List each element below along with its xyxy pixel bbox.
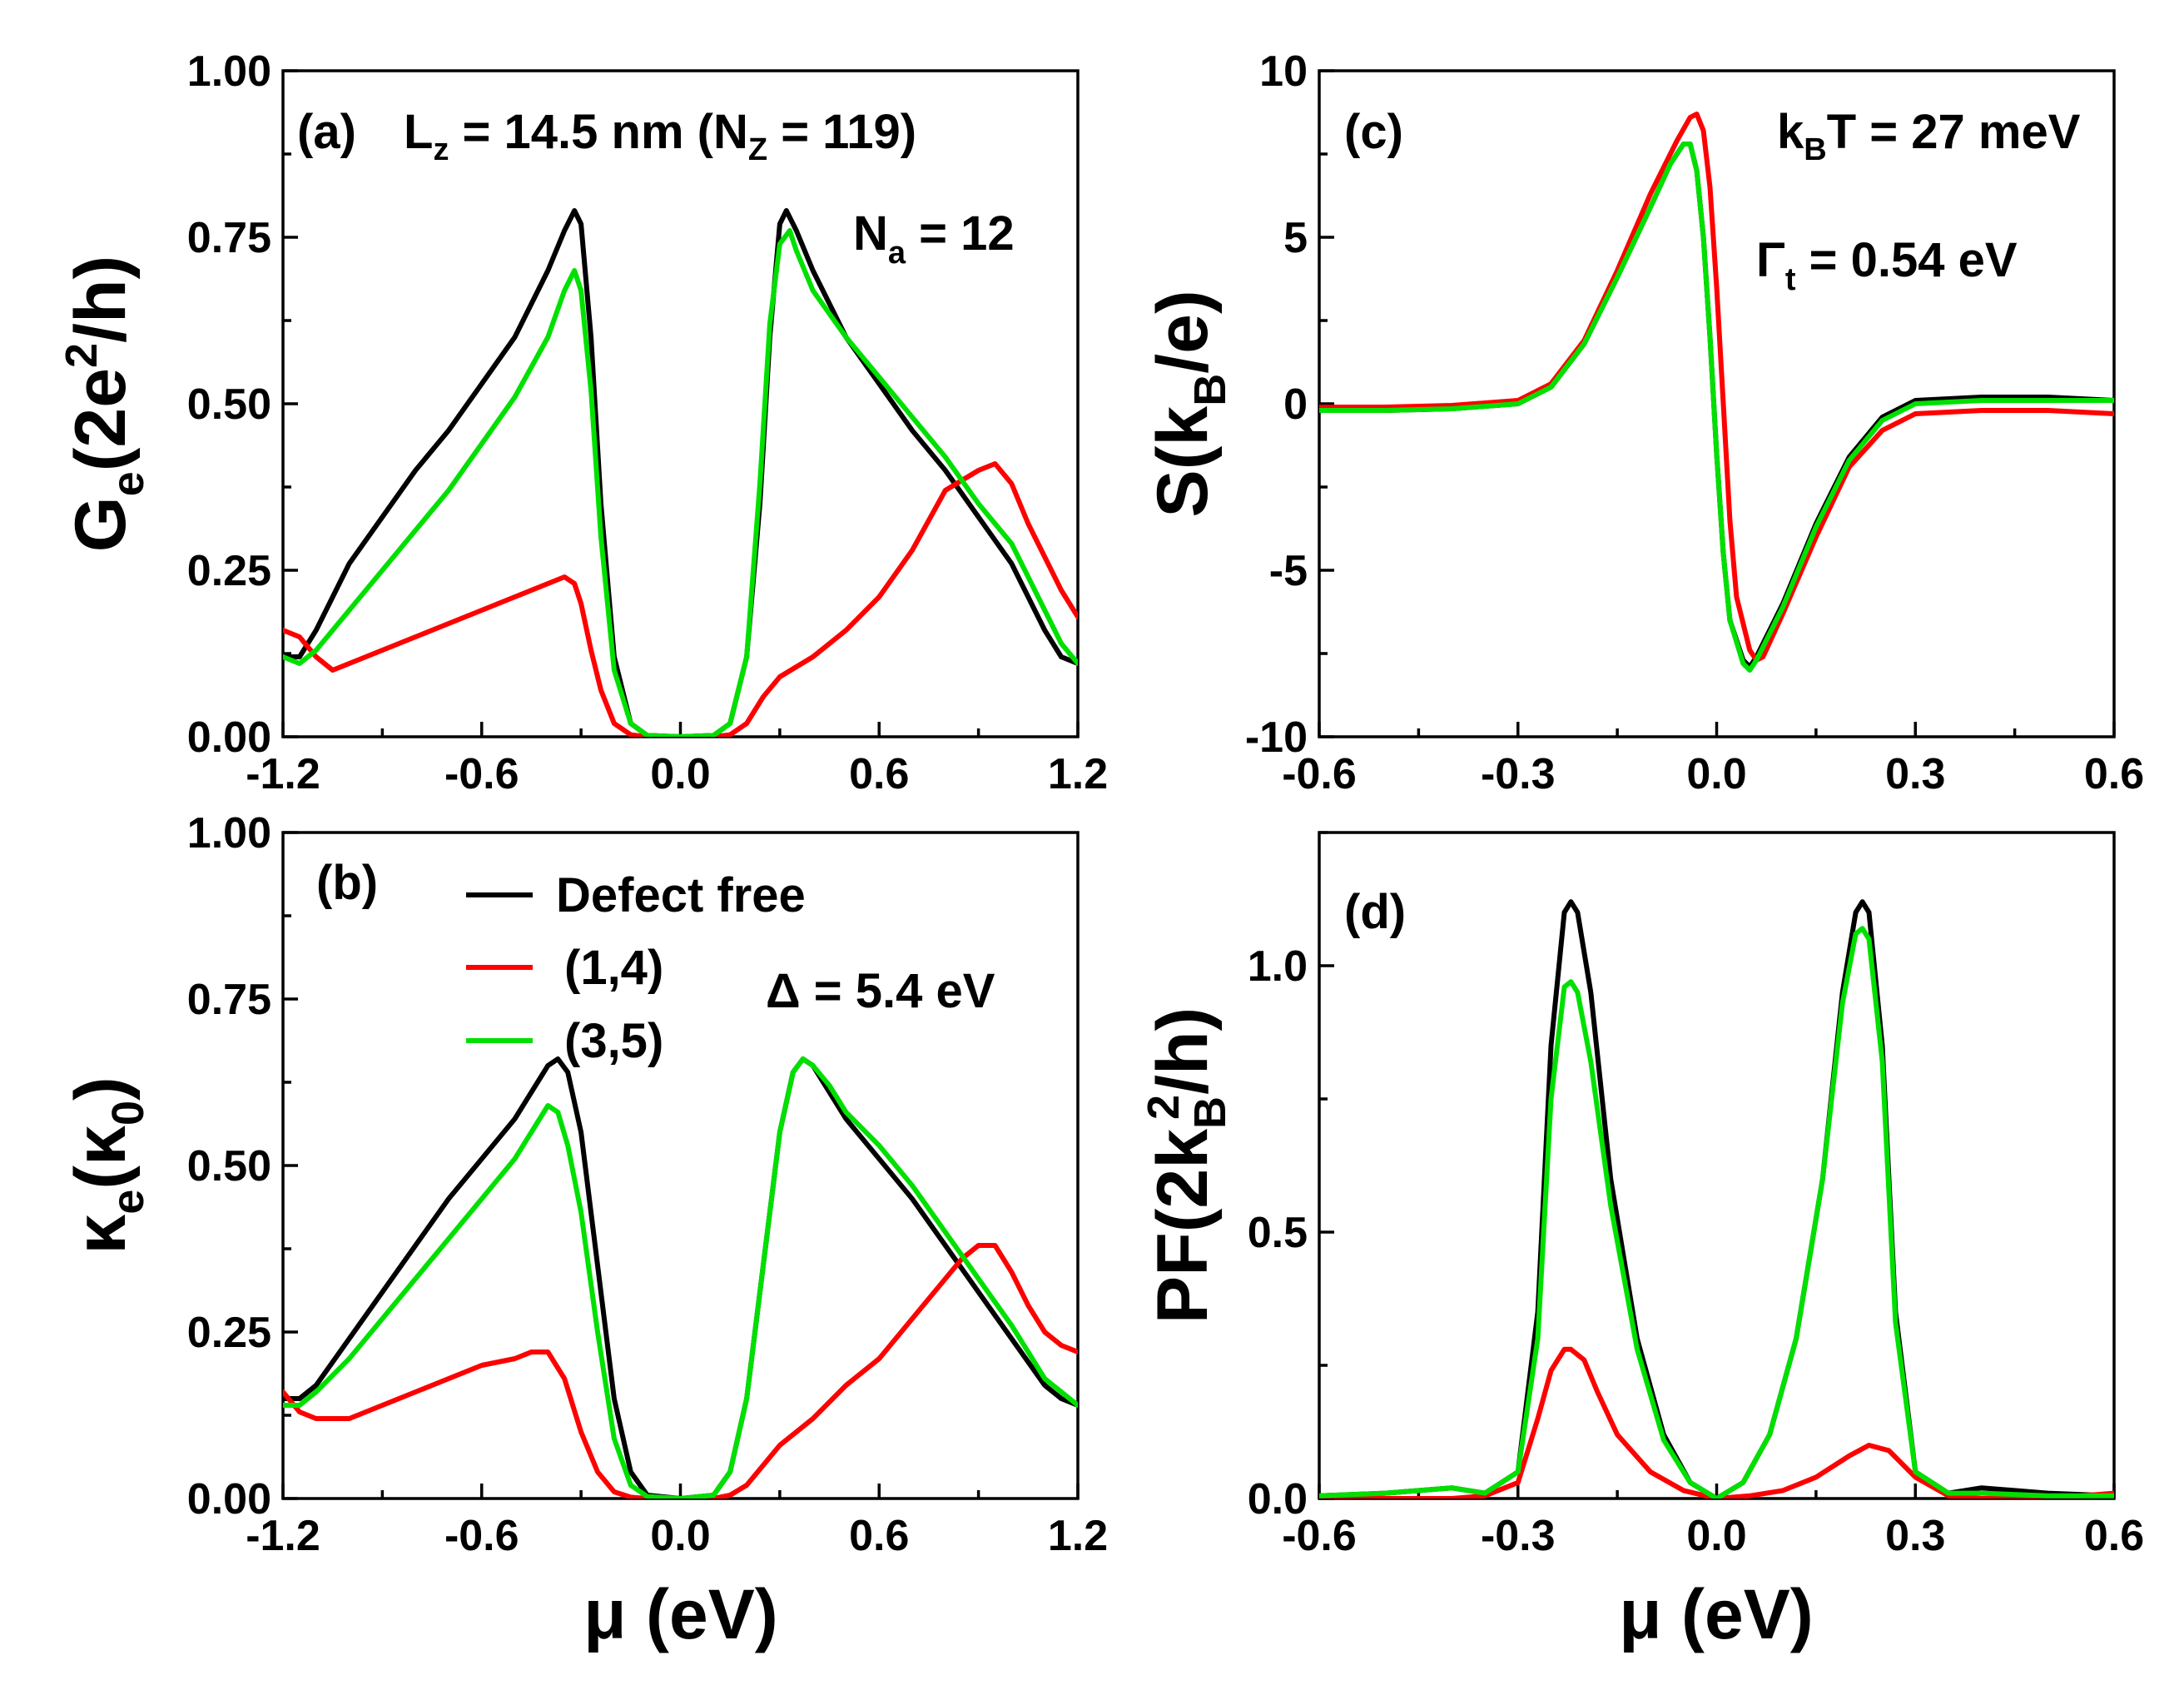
series-a--1-4- xyxy=(283,461,1078,737)
series-a-defect-free xyxy=(283,208,1078,737)
x-tick-label-b: 0.0 xyxy=(650,1512,710,1560)
x-tick-label-a: 1.2 xyxy=(1048,750,1108,798)
y-tick-label-d: 1.0 xyxy=(1248,942,1308,991)
panel-a-frame xyxy=(281,69,1080,738)
legend-label-1-4: (1,4) xyxy=(564,941,663,995)
series-a--3-5- xyxy=(283,228,1078,737)
y-tick-label-b: 0.50 xyxy=(187,1142,271,1190)
legend-label-3-5: (3,5) xyxy=(564,1014,663,1068)
panel-b-plot: -1.2 -0.6 0.0 0.6 1.2 0.00 0.25 0.50 0.75 1.00 xyxy=(187,809,1108,1560)
x-tick-label-d: 0.3 xyxy=(1885,1512,1945,1560)
y-tick-label-a: 0.00 xyxy=(187,713,271,762)
x-tick-label-c: 0.6 xyxy=(2084,750,2144,798)
panel-d: -0.6 -0.3 0.0 0.3 0.6 0.0 0.5 1.0 (d) PF(2kB2/h… xyxy=(1139,831,2144,1653)
x-tick-label-b: -1.2 xyxy=(246,1512,320,1560)
series-d-defect-free xyxy=(1319,899,2114,1499)
panel-b-label: (b) xyxy=(316,856,378,910)
series-c--1-4- xyxy=(1319,112,2114,663)
panel-c-ylabel: S(kB/e) xyxy=(1143,290,1235,517)
panel-a: -1.2 -0.6 0.0 0.6 1.2 0.00 0.25 0.50 0.75 1.00 (a… xyxy=(57,47,1108,798)
series-c--3-5- xyxy=(1319,142,2114,673)
x-tick-label-c: 0.3 xyxy=(1885,750,1945,798)
panel-a-ylabel: Ge(2e2/h) xyxy=(57,256,153,552)
legend: Defect free (1,4) (3,5) xyxy=(466,868,806,1068)
x-tick-label-c: -0.6 xyxy=(1282,750,1357,798)
x-tick-label-d: -0.3 xyxy=(1481,1512,1556,1560)
panel-d-frame xyxy=(1318,831,2116,1500)
panel-c-gamma-annotation: Γt = 0.54 eV xyxy=(1756,233,2018,297)
y-tick-label-a: 0.25 xyxy=(187,547,271,595)
y-tick-label-a: 1.00 xyxy=(187,47,271,96)
y-tick-label-b: 0.75 xyxy=(187,976,271,1024)
x-tick-label-a: 0.0 xyxy=(650,750,710,798)
panel-c-kbt-annotation: kBT = 27 meV xyxy=(1777,105,2081,167)
panel-a-plot: -1.2 -0.6 0.0 0.6 1.2 0.00 0.25 0.50 0.75 1.00 xyxy=(187,47,1108,798)
y-tick-label-c: 0 xyxy=(1283,380,1308,429)
y-tick-label-c: -5 xyxy=(1269,547,1308,595)
series-b--3-5- xyxy=(283,1056,1078,1499)
panel-b-ylabel: κe(κ0) xyxy=(61,1076,153,1254)
y-tick-label-b: 0.25 xyxy=(187,1309,271,1357)
y-tick-label-c: 5 xyxy=(1283,214,1308,262)
panel-b-delta-annotation: Δ = 5.4 eV xyxy=(766,964,995,1018)
panel-d-plot: -0.6 -0.3 0.0 0.3 0.6 0.0 0.5 1.0 xyxy=(1248,831,2144,1560)
x-tick-label-a: 0.6 xyxy=(849,750,909,798)
x-tick-label-a: -1.2 xyxy=(246,750,320,798)
y-tick-label-c: -10 xyxy=(1245,713,1308,762)
panel-d-ylabel: PF(2kB2/h) xyxy=(1139,1007,1235,1324)
y-tick-label-b: 0.00 xyxy=(187,1475,271,1523)
x-tick-label-b: 0.6 xyxy=(849,1512,909,1560)
panel-d-label: (d) xyxy=(1344,885,1406,939)
series-d--1-4- xyxy=(1319,1346,2114,1499)
x-tick-label-c: 0.0 xyxy=(1686,750,1746,798)
panel-c-label: (c) xyxy=(1344,105,1403,159)
x-tick-label-b: -0.6 xyxy=(444,1512,519,1560)
x-tick-label-d: -0.6 xyxy=(1282,1512,1357,1560)
y-tick-label-c: 10 xyxy=(1259,47,1308,96)
panel-c: -0.6 -0.3 0.0 0.3 0.6 -10 -5 0 5 10 (c) kBT = 27 … xyxy=(1143,47,2144,798)
y-tick-label-a: 0.50 xyxy=(187,380,271,429)
panel-b: -1.2 -0.6 0.0 0.6 1.2 0.00 0.25 0.50 0.75 1.00 (b… xyxy=(61,809,1108,1653)
x-tick-label-a: -0.6 xyxy=(444,750,519,798)
x-tick-label-d: 0.0 xyxy=(1686,1512,1746,1560)
panel-a-label: (a) xyxy=(297,105,356,159)
panel-a-na-annotation: Na = 12 xyxy=(853,206,1015,271)
panel-c-plot: -0.6 -0.3 0.0 0.3 0.6 -10 -5 0 5 10 xyxy=(1245,47,2144,798)
series-d--3-5- xyxy=(1319,926,2114,1499)
x-tick-label-d: 0.6 xyxy=(2084,1512,2144,1560)
y-tick-label-b: 1.00 xyxy=(187,809,271,857)
panel-b-xlabel: μ (eV) xyxy=(583,1575,777,1653)
panel-a-lz-annotation: Lz = 14.5 nm (NZ = 119) xyxy=(404,105,916,167)
x-tick-label-b: 1.2 xyxy=(1048,1512,1108,1560)
legend-label-defect-free: Defect free xyxy=(556,868,806,922)
series-b--1-4- xyxy=(283,1243,1078,1499)
x-tick-label-c: -0.3 xyxy=(1481,750,1556,798)
y-tick-label-d: 0.5 xyxy=(1248,1209,1308,1257)
y-tick-label-a: 0.75 xyxy=(187,214,271,262)
series-b-defect-free xyxy=(283,1056,1078,1499)
y-tick-label-d: 0.0 xyxy=(1248,1475,1308,1523)
panel-d-xlabel: μ (eV) xyxy=(1619,1575,1813,1653)
